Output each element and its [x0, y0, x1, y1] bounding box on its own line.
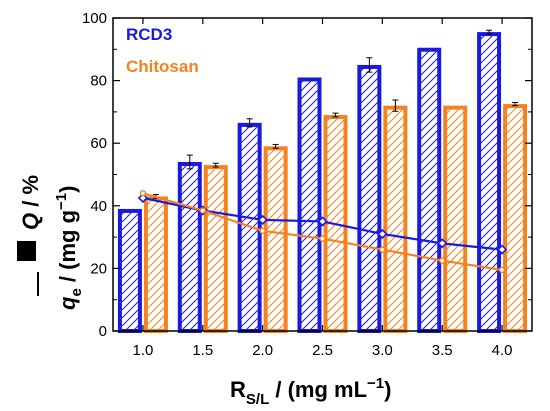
y-tick-label: 40 — [90, 198, 107, 215]
bar-rcd3 — [297, 77, 322, 333]
point-rcd3 — [137, 192, 149, 204]
point-chitosan — [139, 190, 147, 197]
bar-rcd3 — [177, 161, 202, 333]
x-tick-label: 1.0 — [132, 342, 153, 359]
x-tick-label: 4.0 — [492, 342, 513, 359]
point-chitosan — [259, 227, 266, 235]
y-tick-label: 100 — [82, 10, 107, 27]
y-axis-title: Q / % qe / (mg g−1) — [17, 175, 85, 310]
point-rcd3 — [437, 238, 448, 249]
x-tick-label: 2.5 — [312, 342, 333, 359]
point-chitosan — [439, 257, 446, 264]
point-rcd3 — [496, 244, 508, 255]
error-bar-layer — [152, 29, 519, 199]
y-tick-label: 60 — [90, 135, 107, 152]
x-tick-label: 3.5 — [432, 342, 453, 359]
point-chitosan — [199, 207, 206, 214]
bar-rcd3 — [117, 208, 142, 333]
bar-rcd3 — [417, 47, 442, 334]
bar-chitosan — [203, 165, 228, 333]
legend: RCD3 Chitosan — [126, 25, 199, 76]
y-tick-label: 80 — [90, 73, 107, 90]
bar-chitosan — [143, 196, 168, 333]
point-rcd3 — [257, 214, 268, 226]
point-rcd3 — [317, 216, 328, 227]
bar-rcd3 — [357, 64, 382, 333]
axes: 0 20 40 60 80 100 1.0 1.5 2.0 2.5 3.0 3.5 4.0 — [82, 10, 533, 359]
y-axis-title-bar: Q / % — [18, 175, 43, 230]
bar-legend-swatch — [17, 241, 36, 261]
x-axis-title: RS/L / (mg mL−1) — [230, 375, 391, 408]
bar-rcd3 — [477, 32, 502, 334]
y-tick-label: 0 — [99, 323, 107, 340]
x-tick-label: 1.5 — [192, 342, 213, 359]
y-axis-title-line: qe / (mg g−1) — [53, 186, 85, 310]
bar-chitosan — [263, 146, 288, 333]
x-tick-label: 2.0 — [252, 342, 273, 359]
point-chitosan — [379, 246, 386, 253]
bar-chitosan — [443, 105, 468, 333]
legend-entry-chitosan: Chitosan — [126, 57, 199, 76]
point-chitosan — [319, 235, 326, 242]
bar-chitosan — [383, 105, 408, 333]
legend-entry-rcd3: RCD3 — [126, 25, 172, 44]
y-tick-label: 20 — [90, 260, 107, 277]
x-tick-label: 3.0 — [372, 342, 393, 359]
bar-layer — [117, 32, 528, 334]
point-rcd3 — [377, 228, 388, 240]
bar-chitosan — [503, 104, 528, 333]
point-chitosan — [498, 266, 506, 274]
line-layer — [137, 190, 508, 274]
